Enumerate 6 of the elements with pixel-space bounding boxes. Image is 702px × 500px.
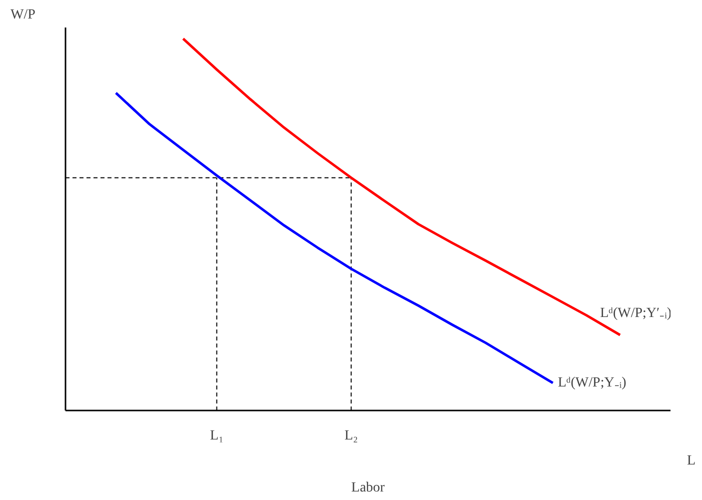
text: L bbox=[686, 454, 696, 468]
x-axis-title: Labor bbox=[351, 480, 386, 496]
y-axis-title: W/P bbox=[10, 8, 36, 22]
series-label: Lᵈ(W/P;Y₋ᵢ) bbox=[558, 375, 627, 390]
x-tick-label: L₂ bbox=[344, 428, 358, 444]
x-tick-label: L₁ bbox=[210, 428, 224, 444]
